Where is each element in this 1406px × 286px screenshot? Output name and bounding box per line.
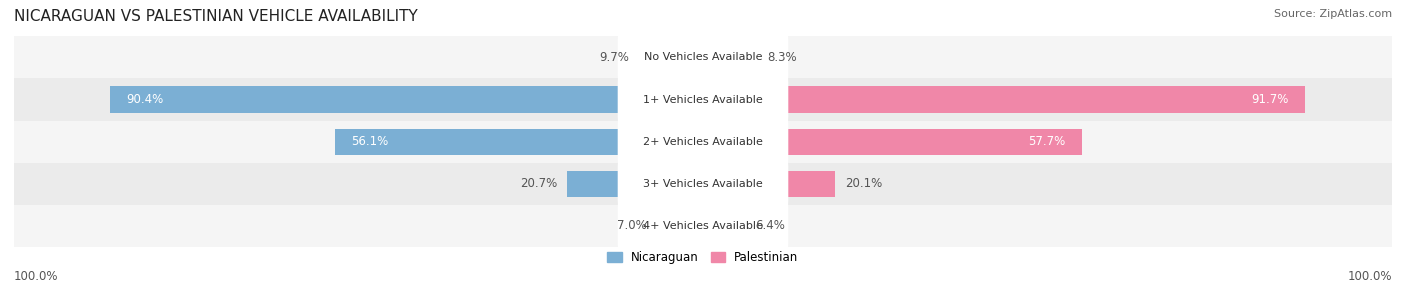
Text: No Vehicles Available: No Vehicles Available xyxy=(644,52,762,62)
Bar xyxy=(0,120,1406,163)
FancyBboxPatch shape xyxy=(617,65,789,134)
Text: 7.0%: 7.0% xyxy=(617,219,647,232)
Text: 1+ Vehicles Available: 1+ Vehicles Available xyxy=(643,94,763,104)
Bar xyxy=(567,170,703,197)
Bar xyxy=(703,128,1081,155)
Text: 2+ Vehicles Available: 2+ Vehicles Available xyxy=(643,137,763,146)
FancyBboxPatch shape xyxy=(617,108,789,176)
Bar xyxy=(0,36,1406,78)
Bar xyxy=(0,205,1406,247)
Text: 3+ Vehicles Available: 3+ Vehicles Available xyxy=(643,179,763,189)
Bar xyxy=(703,170,835,197)
Bar xyxy=(703,86,1305,113)
Bar xyxy=(703,44,758,70)
Legend: Nicaraguan, Palestinian: Nicaraguan, Palestinian xyxy=(603,246,803,269)
Text: 57.7%: 57.7% xyxy=(1028,135,1066,148)
Bar xyxy=(640,44,703,70)
Text: 4+ Vehicles Available: 4+ Vehicles Available xyxy=(643,221,763,231)
Text: Source: ZipAtlas.com: Source: ZipAtlas.com xyxy=(1274,9,1392,19)
Text: 90.4%: 90.4% xyxy=(127,93,163,106)
Text: 9.7%: 9.7% xyxy=(599,51,630,64)
Bar xyxy=(0,78,1406,120)
Text: 100.0%: 100.0% xyxy=(1347,270,1392,283)
Text: 100.0%: 100.0% xyxy=(14,270,59,283)
Bar xyxy=(703,213,745,239)
Bar xyxy=(335,128,703,155)
FancyBboxPatch shape xyxy=(617,192,789,260)
Text: 91.7%: 91.7% xyxy=(1251,93,1288,106)
Text: 56.1%: 56.1% xyxy=(352,135,388,148)
Text: 8.3%: 8.3% xyxy=(768,51,797,64)
Text: NICARAGUAN VS PALESTINIAN VEHICLE AVAILABILITY: NICARAGUAN VS PALESTINIAN VEHICLE AVAILA… xyxy=(14,9,418,23)
Bar xyxy=(657,213,703,239)
Text: 20.7%: 20.7% xyxy=(520,177,557,190)
Bar xyxy=(0,163,1406,205)
Text: 6.4%: 6.4% xyxy=(755,219,785,232)
Text: 20.1%: 20.1% xyxy=(845,177,882,190)
Bar xyxy=(110,86,703,113)
FancyBboxPatch shape xyxy=(617,23,789,92)
FancyBboxPatch shape xyxy=(617,150,789,218)
